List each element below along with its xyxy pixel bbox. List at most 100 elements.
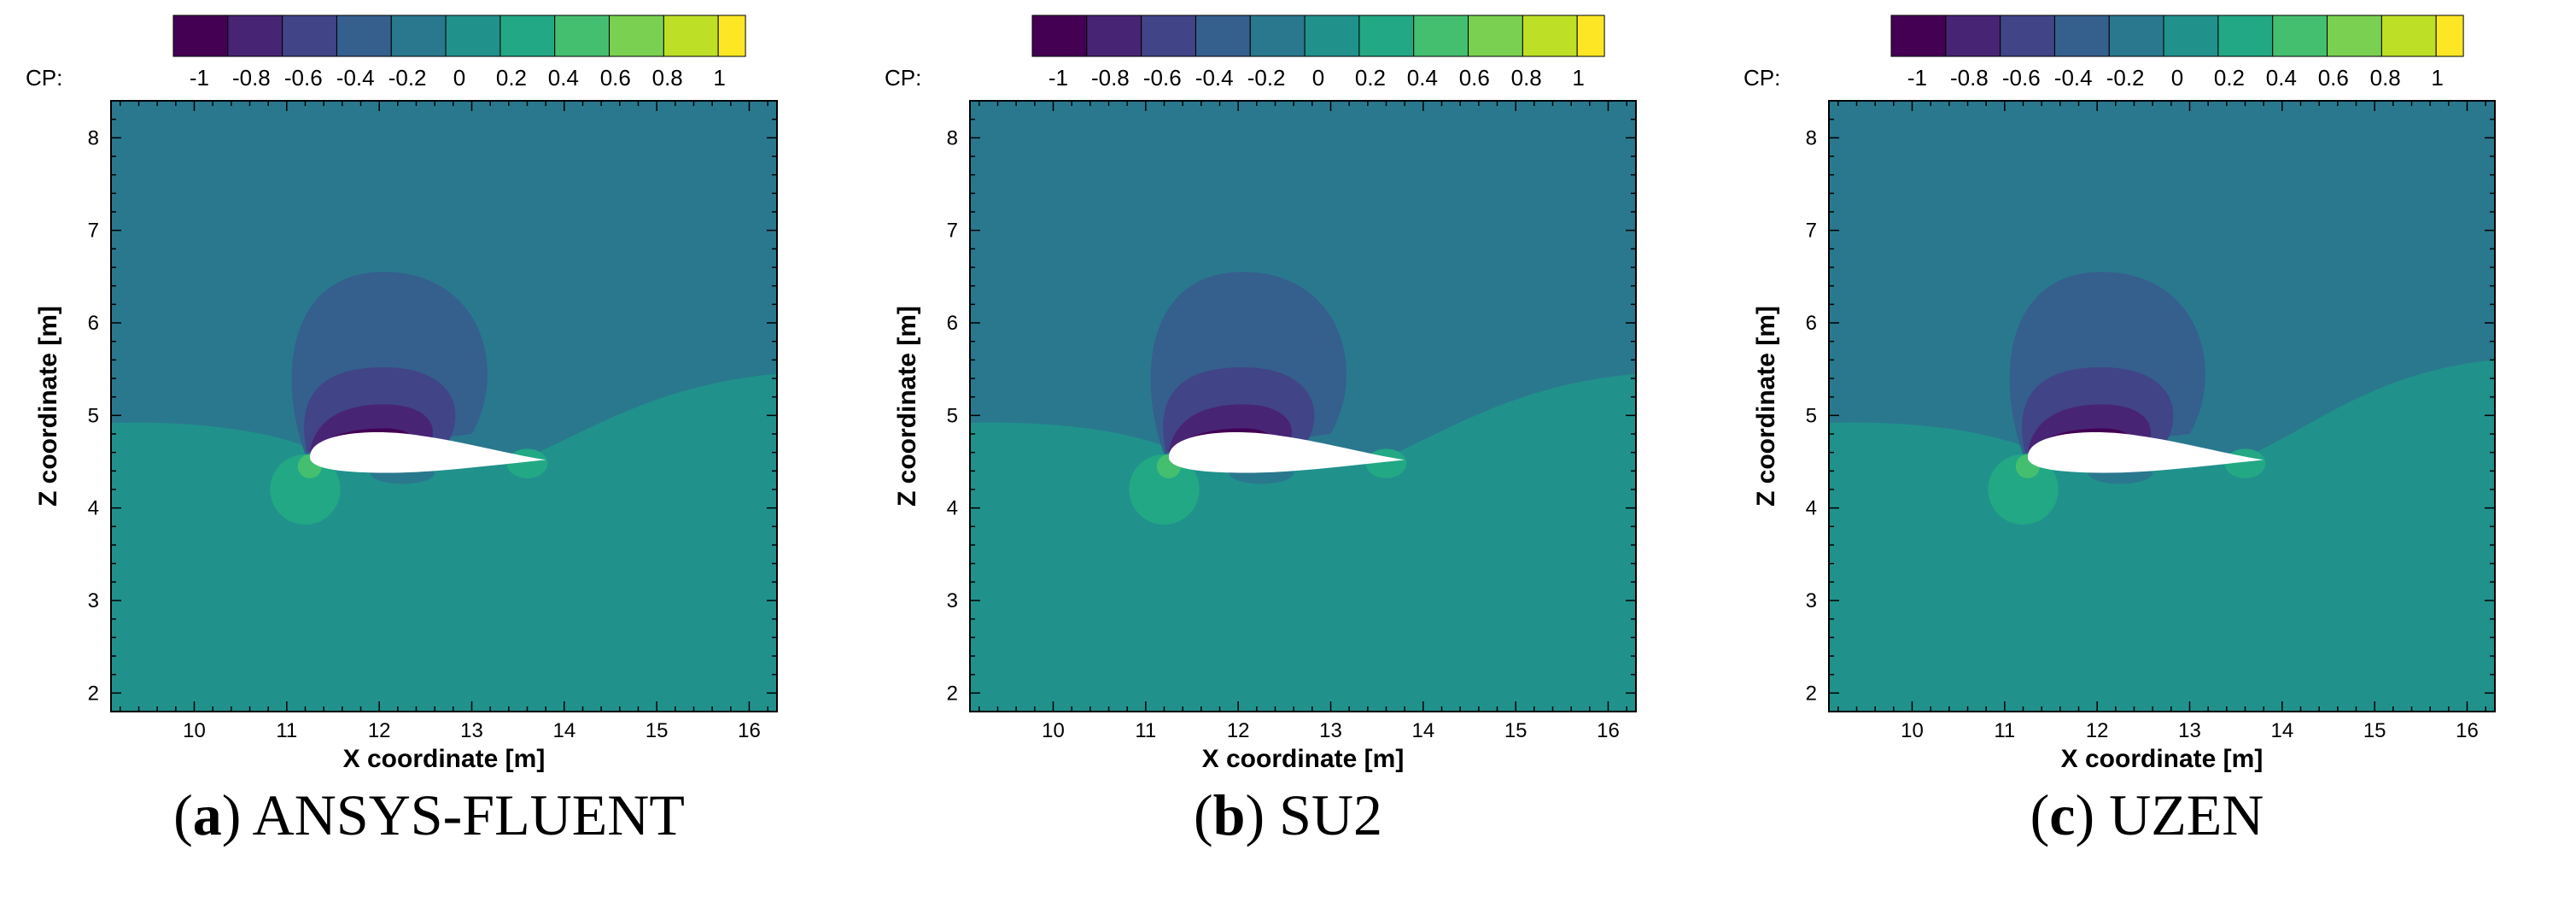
colorbar-tick-label: 0 bbox=[1312, 65, 1324, 91]
x-tick-label: 12 bbox=[1227, 719, 1250, 742]
x-tick-label: 14 bbox=[1411, 719, 1434, 742]
colorbar-segment bbox=[2435, 15, 2464, 57]
contour-field bbox=[111, 101, 777, 712]
y-tick-label: 5 bbox=[1806, 404, 1817, 427]
x-tick-label: 14 bbox=[552, 719, 575, 742]
panel-a: 10 11 12 13 14 15 16 2 3 4 5 6 7 8 X coordinate [m] Z c… bbox=[0, 0, 858, 914]
x-tick-label: 12 bbox=[2086, 719, 2109, 742]
colorbar-tick-label: -0.4 bbox=[1195, 65, 1234, 91]
caption-solver: ANSYS-FLUENT bbox=[252, 782, 685, 847]
colorbar-tick-label: 0.2 bbox=[2214, 65, 2245, 91]
colorbar-segment bbox=[1468, 15, 1523, 57]
colorbar-tick-label: -0.2 bbox=[2106, 65, 2145, 91]
x-tick-label: 12 bbox=[368, 719, 391, 742]
x-tick-label: 15 bbox=[2363, 719, 2386, 742]
colorbar-segment bbox=[2217, 15, 2274, 57]
colorbar-tick-label: -1 bbox=[1049, 65, 1068, 91]
plot-frame bbox=[110, 100, 778, 712]
colorbar-segment bbox=[1576, 15, 1605, 57]
x-tick-label: 11 bbox=[1994, 719, 2015, 742]
colorbar-segment bbox=[1304, 15, 1360, 57]
caption-letter: a bbox=[192, 782, 222, 847]
x-tick-label: 13 bbox=[2178, 719, 2201, 742]
colorbar-tick-label: 1 bbox=[713, 65, 725, 91]
caption-solver: UZEN bbox=[2109, 782, 2264, 847]
x-tick-label: 14 bbox=[2270, 719, 2293, 742]
colorbar-segment bbox=[1031, 15, 1088, 57]
colorbar-label: CP: bbox=[885, 65, 921, 91]
colorbar-tick-label: 0.6 bbox=[1459, 65, 1490, 91]
y-tick-label: 8 bbox=[88, 126, 99, 149]
colorbar-segment bbox=[1890, 15, 1947, 57]
colorbar-tick-label: 1 bbox=[2431, 65, 2443, 91]
y-axis-label: Z coordinate [m] bbox=[34, 306, 62, 507]
colorbar-tick-label: 0 bbox=[453, 65, 465, 91]
plot-frame bbox=[1828, 100, 2496, 712]
colorbar-tick-label: -1 bbox=[190, 65, 209, 91]
colorbar-segment bbox=[1195, 15, 1251, 57]
x-axis-label: X coordinate [m] bbox=[343, 745, 546, 773]
colorbar-segment bbox=[663, 15, 719, 57]
x-tick-label: 15 bbox=[1504, 719, 1527, 742]
colorbar-tick-label: -0.8 bbox=[1091, 65, 1130, 91]
contour-region-lower bbox=[970, 373, 1636, 712]
colorbar-tick-label: -0.6 bbox=[284, 65, 323, 91]
y-tick-label: 5 bbox=[947, 404, 958, 427]
x-tick-label: 10 bbox=[1901, 719, 1924, 742]
colorbar-segment bbox=[2163, 15, 2219, 57]
y-tick-label: 5 bbox=[88, 404, 99, 427]
caption-a: (a) ANSYS-FLUENT bbox=[173, 782, 685, 847]
x-tick-label: 13 bbox=[1319, 719, 1342, 742]
colorbar-tick-label: 0.6 bbox=[600, 65, 631, 91]
caption-letter: b bbox=[1212, 782, 1246, 847]
colorbar-tick-label: 0.4 bbox=[1407, 65, 1438, 91]
colorbar-segment bbox=[1249, 15, 1306, 57]
colorbar-label: CP: bbox=[1744, 65, 1780, 91]
colorbar-tick-label: -0.2 bbox=[388, 65, 427, 91]
y-tick-label: 7 bbox=[1806, 220, 1817, 243]
x-tick-label: 11 bbox=[1135, 719, 1156, 742]
colorbar-segment bbox=[1141, 15, 1196, 57]
y-tick-label: 8 bbox=[1806, 126, 1817, 149]
contour-field bbox=[1829, 101, 2495, 712]
colorbar-segment bbox=[2272, 15, 2328, 57]
x-tick-label: 15 bbox=[645, 719, 669, 742]
contour-region-lower bbox=[111, 373, 777, 712]
colorbar-segment bbox=[172, 15, 229, 57]
y-tick-label: 6 bbox=[1806, 312, 1817, 335]
colorbar-segment bbox=[499, 15, 556, 57]
colorbar-segment bbox=[609, 15, 664, 57]
x-tick-label: 16 bbox=[738, 719, 761, 742]
colorbar-segment bbox=[445, 15, 501, 57]
colorbar-segment bbox=[554, 15, 610, 57]
caption-solver: SU2 bbox=[1279, 782, 1383, 847]
y-axis-label: Z coordinate [m] bbox=[1752, 306, 1780, 507]
colorbar-tick-label: 0 bbox=[2171, 65, 2183, 91]
y-axis-label: Z coordinate [m] bbox=[893, 306, 921, 507]
y-tick-label: 4 bbox=[947, 497, 958, 520]
colorbar-tick-label: -0.6 bbox=[2002, 65, 2041, 91]
x-tick-label: 13 bbox=[460, 719, 483, 742]
colorbar-tick-label: 0.8 bbox=[2370, 65, 2401, 91]
x-tick-label: 10 bbox=[1042, 719, 1065, 742]
x-tick-label: 16 bbox=[2456, 719, 2479, 742]
colorbar-tick-label: -0.4 bbox=[2054, 65, 2093, 91]
panel-c: 10 11 12 13 14 15 16 2 3 4 5 6 7 8 X coordinate [m] Z c… bbox=[1718, 0, 2576, 914]
contour-field bbox=[970, 101, 1636, 712]
plot-frame bbox=[969, 100, 1637, 712]
contour-trailing-bubble bbox=[2224, 448, 2266, 479]
caption-c: (c) UZEN bbox=[2030, 782, 2264, 847]
y-tick-label: 2 bbox=[88, 682, 99, 705]
colorbar-segment bbox=[2053, 15, 2110, 57]
y-tick-label: 2 bbox=[947, 682, 958, 705]
colorbar-tick-label: -1 bbox=[1907, 65, 1927, 91]
colorbar-tick-label: 0.2 bbox=[496, 65, 527, 91]
colorbar-tick-label: -0.2 bbox=[1247, 65, 1286, 91]
y-tick-label: 7 bbox=[947, 220, 958, 243]
contour-stagnation-outer bbox=[1988, 454, 2059, 525]
colorbar-segment bbox=[282, 15, 337, 57]
colorbar-tick-label: -0.8 bbox=[1950, 65, 1989, 91]
panel-b: 10 11 12 13 14 15 16 2 3 4 5 6 7 8 X coordinate [m] Z c… bbox=[859, 0, 1717, 914]
y-tick-label: 2 bbox=[1806, 682, 1817, 705]
